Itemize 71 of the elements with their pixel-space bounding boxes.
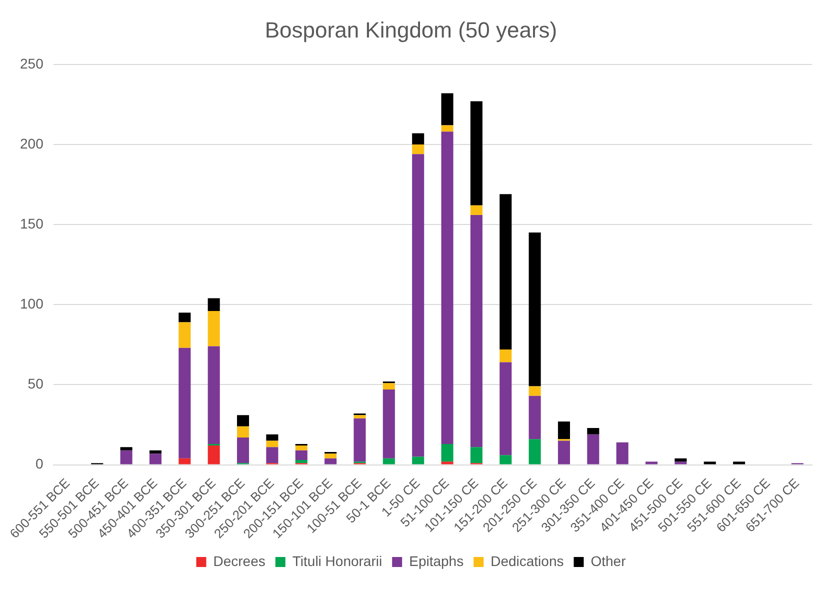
bar bbox=[120, 447, 132, 450]
bar bbox=[354, 418, 366, 462]
bar bbox=[295, 460, 308, 464]
bar bbox=[470, 214, 482, 448]
bar bbox=[382, 383, 395, 390]
bar bbox=[266, 434, 278, 441]
bar bbox=[237, 438, 250, 464]
bar bbox=[500, 362, 512, 456]
bar bbox=[733, 462, 746, 464]
bar bbox=[178, 348, 191, 458]
bar bbox=[412, 133, 424, 144]
bar bbox=[558, 422, 570, 440]
bar bbox=[441, 444, 454, 462]
bar bbox=[558, 440, 570, 464]
bar bbox=[441, 462, 454, 464]
bar bbox=[354, 415, 366, 418]
legend-label: Dedications bbox=[490, 552, 564, 569]
bar bbox=[178, 458, 191, 464]
bar bbox=[324, 454, 337, 458]
bar bbox=[528, 386, 541, 396]
y-tick-label: 200 bbox=[20, 135, 44, 152]
bar bbox=[412, 154, 424, 457]
bar bbox=[500, 349, 512, 362]
bar bbox=[266, 447, 278, 464]
bar bbox=[616, 442, 628, 464]
bar bbox=[587, 434, 600, 464]
legend-label: Epitaphs bbox=[409, 552, 464, 569]
y-tick-label: 50 bbox=[28, 376, 44, 392]
bar bbox=[208, 446, 220, 464]
bar bbox=[587, 428, 600, 434]
chart-title: Bosporan Kingdom (50 years) bbox=[264, 17, 558, 42]
bar bbox=[178, 312, 191, 322]
bar bbox=[674, 458, 687, 462]
bar bbox=[441, 93, 454, 126]
bar bbox=[237, 426, 250, 438]
bar bbox=[208, 298, 220, 312]
bar bbox=[441, 132, 454, 444]
bar bbox=[382, 390, 395, 458]
y-tick-label: 100 bbox=[20, 295, 44, 312]
bar bbox=[208, 311, 220, 346]
bar bbox=[674, 462, 687, 464]
bar bbox=[178, 322, 191, 348]
y-tick-label: 0 bbox=[36, 456, 44, 472]
bar bbox=[470, 447, 482, 464]
bar bbox=[149, 454, 162, 464]
bar bbox=[295, 446, 308, 450]
bar bbox=[470, 205, 482, 215]
bar bbox=[646, 462, 658, 464]
legend-label: Other bbox=[590, 552, 626, 569]
bar bbox=[470, 101, 482, 206]
legend-label: Tituli Honorarii bbox=[292, 552, 382, 569]
y-tick-label: 250 bbox=[20, 55, 44, 72]
bar bbox=[149, 450, 162, 454]
bar bbox=[528, 439, 541, 464]
bar bbox=[528, 396, 541, 440]
bar bbox=[412, 144, 424, 154]
bar bbox=[120, 450, 132, 464]
bar bbox=[266, 440, 278, 448]
bar bbox=[295, 450, 308, 460]
bar bbox=[500, 194, 512, 350]
bar bbox=[441, 125, 454, 132]
bar bbox=[382, 458, 395, 464]
bar bbox=[704, 462, 716, 464]
bar bbox=[528, 232, 541, 386]
y-tick-label: 150 bbox=[20, 215, 44, 232]
bar bbox=[324, 458, 337, 464]
bar bbox=[237, 415, 250, 426]
legend-label: Decrees bbox=[213, 552, 266, 569]
bar bbox=[412, 456, 424, 464]
bar bbox=[500, 455, 512, 464]
bar bbox=[208, 346, 220, 444]
